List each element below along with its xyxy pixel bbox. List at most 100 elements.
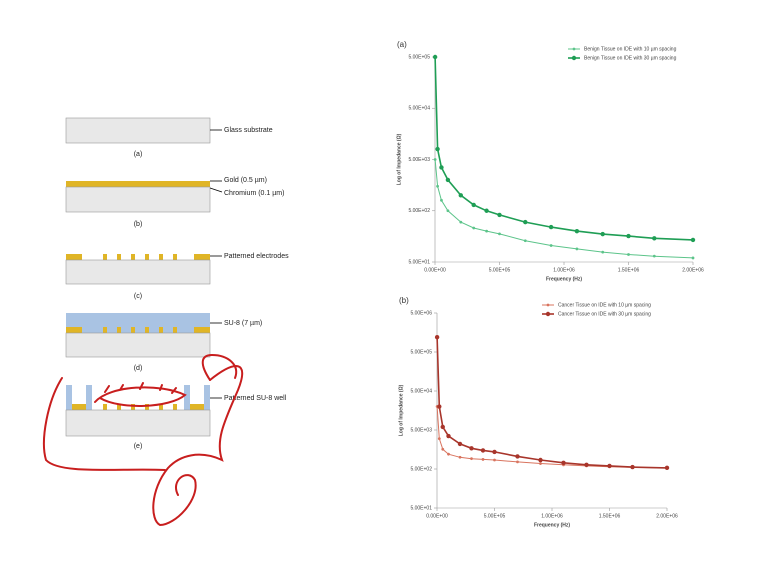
point	[492, 449, 497, 455]
x-tick-label: 0.00E+00	[424, 267, 446, 273]
point	[664, 465, 670, 471]
point	[498, 232, 501, 236]
point	[446, 209, 450, 213]
label: Patterned electrodes	[224, 253, 289, 260]
point	[437, 437, 441, 441]
point	[523, 219, 528, 225]
x-tick-label: 5.00E+05	[489, 267, 511, 273]
point	[691, 256, 695, 260]
point	[434, 334, 440, 340]
point	[471, 202, 476, 208]
su8	[66, 313, 210, 333]
legend-marker	[571, 55, 577, 61]
point	[497, 212, 502, 218]
y-tick-label: 5.00E+03	[410, 427, 432, 433]
y-tick-label: 5.00E+01	[408, 259, 430, 265]
legend-marker	[572, 47, 576, 51]
arrow	[209, 187, 223, 193]
gold	[66, 181, 210, 187]
label: SU-8 (7 µm)	[224, 320, 262, 327]
y-tick-label: 5.00E+01	[410, 505, 432, 511]
point	[548, 224, 554, 230]
point	[446, 433, 451, 439]
point	[432, 54, 438, 60]
point	[538, 457, 543, 463]
y-tick-label: 5.00E+03	[408, 157, 430, 163]
x-tick-label: 2.00E+06	[682, 267, 704, 273]
point	[601, 250, 605, 254]
point	[480, 448, 486, 453]
electrodes	[66, 327, 210, 333]
point	[584, 462, 589, 468]
y-tick-label: 5.00E+04	[408, 106, 430, 112]
glass	[65, 186, 211, 213]
x-axis-label: Frequency (Hz)	[546, 276, 582, 282]
point	[627, 253, 630, 256]
point	[436, 184, 439, 188]
chart-title: (b)	[399, 296, 409, 305]
chart-title: (a)	[397, 40, 407, 49]
point	[485, 229, 488, 233]
y-axis-label: Log of Impedance (Ω)	[398, 384, 404, 436]
point	[575, 247, 579, 251]
point	[600, 231, 605, 237]
point	[626, 233, 631, 239]
point	[469, 446, 474, 451]
point	[630, 464, 635, 470]
caption: (c)	[134, 293, 142, 300]
legend-marker	[546, 303, 550, 307]
point	[440, 424, 445, 430]
point	[539, 462, 542, 465]
point	[458, 193, 463, 198]
x-tick-label: 0.00E+00	[426, 513, 448, 519]
point	[440, 198, 443, 202]
point	[439, 165, 444, 170]
x-tick-label: 1.50E+06	[618, 267, 640, 273]
su8-walls	[66, 385, 210, 410]
point	[459, 220, 463, 224]
point	[445, 177, 451, 183]
point	[523, 239, 527, 243]
y-tick-label: 5.00E+04	[410, 388, 432, 394]
y-tick-label: 5.00E+06	[410, 310, 432, 316]
annotation	[43, 353, 244, 527]
point	[458, 455, 462, 459]
x-tick-label: 1.50E+06	[599, 513, 621, 519]
y-tick-label: 5.00E+02	[410, 466, 432, 472]
caption: (e)	[134, 443, 143, 450]
point	[437, 404, 442, 409]
point	[690, 237, 696, 243]
point	[433, 158, 437, 161]
point	[561, 460, 566, 466]
point	[457, 441, 463, 447]
point	[549, 244, 553, 247]
point	[441, 447, 445, 451]
point	[652, 254, 656, 258]
point	[515, 454, 520, 459]
y-tick-label: 5.00E+05	[408, 54, 430, 60]
label: Patterned SU-8 well	[224, 395, 287, 402]
legend-label: Benign Tissue on IDE with 10 µm spacing	[584, 46, 677, 52]
point	[470, 457, 473, 461]
legend-label: Benign Tissue on IDE with 30 µm spacing	[584, 55, 677, 61]
point	[574, 228, 580, 234]
label: Chromium (0.1 µm)	[224, 190, 284, 197]
legend-marker	[545, 311, 551, 317]
caption: (d)	[134, 365, 143, 372]
glass	[65, 332, 211, 358]
electrodes	[66, 254, 210, 260]
point	[607, 463, 612, 469]
point	[447, 452, 450, 456]
glass	[65, 117, 211, 144]
caption: (a)	[134, 151, 143, 158]
label: Glass substrate	[224, 127, 273, 134]
point	[472, 226, 476, 230]
legend-label: Cancer Tissue on IDE with 10 µm spacing	[558, 302, 651, 308]
x-tick-label: 2.00E+06	[656, 513, 678, 519]
x-axis-label: Frequency (Hz)	[534, 522, 570, 528]
point	[652, 236, 657, 241]
caption: (b)	[134, 221, 143, 228]
